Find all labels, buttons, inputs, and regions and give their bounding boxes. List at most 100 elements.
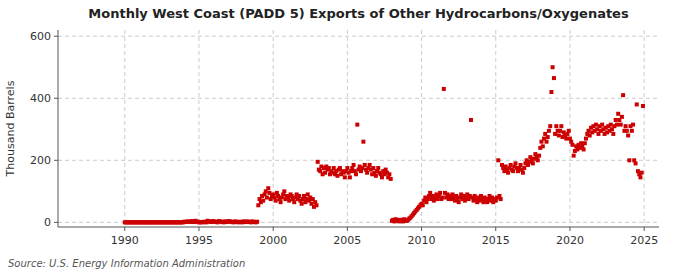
chart: Monthly West Coast (PADD 5) Exports of O…	[0, 0, 675, 275]
points	[123, 65, 645, 224]
point	[558, 129, 562, 133]
axis-line-x	[58, 227, 659, 228]
point	[559, 124, 563, 128]
tick-label-x: 1990	[111, 234, 139, 247]
tick-x	[124, 227, 125, 231]
point	[279, 200, 283, 204]
point	[554, 124, 558, 128]
point	[614, 118, 618, 122]
point	[261, 199, 265, 203]
grid-line-y	[58, 98, 659, 99]
point	[361, 140, 365, 144]
point	[564, 137, 568, 141]
tick-y	[54, 36, 58, 37]
point	[548, 124, 552, 128]
point	[457, 200, 461, 204]
grid-line-x	[644, 30, 645, 227]
source-note: Source: U.S. Energy Information Administ…	[8, 258, 245, 269]
tick-label-x: 1995	[185, 234, 213, 247]
title: Monthly West Coast (PADD 5) Exports of O…	[88, 6, 629, 21]
point	[315, 203, 319, 207]
point	[514, 161, 518, 165]
tick-y	[54, 222, 58, 223]
grid-line-y	[58, 160, 659, 161]
point	[343, 175, 347, 179]
point	[549, 90, 553, 94]
point	[389, 177, 393, 181]
point	[441, 196, 445, 200]
point	[572, 154, 576, 158]
point	[348, 175, 352, 179]
tick-x	[495, 227, 496, 231]
point	[365, 171, 369, 175]
point	[265, 196, 269, 200]
point	[541, 144, 545, 148]
grid-line-x	[421, 30, 422, 227]
tick-label-y: 400	[30, 92, 51, 105]
tick-label-x: 2000	[259, 234, 287, 247]
tick-y	[54, 98, 58, 99]
point	[316, 160, 320, 164]
point	[421, 203, 425, 207]
grid	[58, 30, 659, 227]
point	[546, 135, 550, 139]
tick-label-y: 600	[30, 30, 51, 43]
point	[641, 104, 645, 108]
point	[536, 158, 540, 162]
point	[619, 123, 623, 127]
point	[387, 172, 391, 176]
point	[442, 87, 446, 91]
point	[557, 133, 561, 137]
point	[626, 133, 630, 137]
tick-label-x: 2025	[630, 234, 658, 247]
point	[374, 174, 378, 178]
point	[521, 171, 525, 175]
point	[624, 124, 628, 128]
point	[611, 132, 615, 136]
tick-x	[644, 227, 645, 231]
point	[552, 76, 556, 80]
point	[627, 158, 631, 162]
point	[584, 137, 588, 141]
point	[635, 102, 639, 106]
point	[609, 123, 613, 127]
grid-line-x	[124, 30, 125, 227]
point	[499, 197, 503, 201]
point	[352, 163, 356, 167]
grid-line-x	[569, 30, 570, 227]
point	[531, 161, 535, 165]
point	[282, 189, 286, 193]
point	[594, 123, 598, 127]
point	[354, 172, 358, 176]
point	[438, 191, 442, 195]
point	[255, 220, 259, 224]
point	[519, 163, 523, 167]
tick-label-y: 200	[30, 154, 51, 167]
point	[371, 166, 375, 170]
tick-x	[347, 227, 348, 231]
point	[363, 163, 367, 167]
point	[509, 163, 513, 167]
tick-label-x: 2005	[333, 234, 361, 247]
point	[638, 175, 642, 179]
y-axis-label: Thousand Barrels	[4, 80, 17, 177]
point	[511, 169, 515, 173]
point	[545, 140, 549, 144]
point	[368, 163, 372, 167]
tick-label-x: 2015	[482, 234, 510, 247]
grid-line-y	[58, 36, 659, 37]
point	[297, 194, 301, 198]
point	[616, 112, 620, 116]
point	[600, 123, 604, 127]
tick-x	[273, 227, 274, 231]
point	[625, 129, 629, 133]
tick-x	[198, 227, 199, 231]
point	[469, 118, 473, 122]
grid-line-x	[198, 30, 199, 227]
point	[376, 166, 380, 170]
point	[335, 174, 339, 178]
point	[567, 129, 571, 133]
tick-label-x: 2010	[408, 234, 436, 247]
point	[266, 186, 270, 190]
tick-label-y: 0	[44, 216, 51, 229]
